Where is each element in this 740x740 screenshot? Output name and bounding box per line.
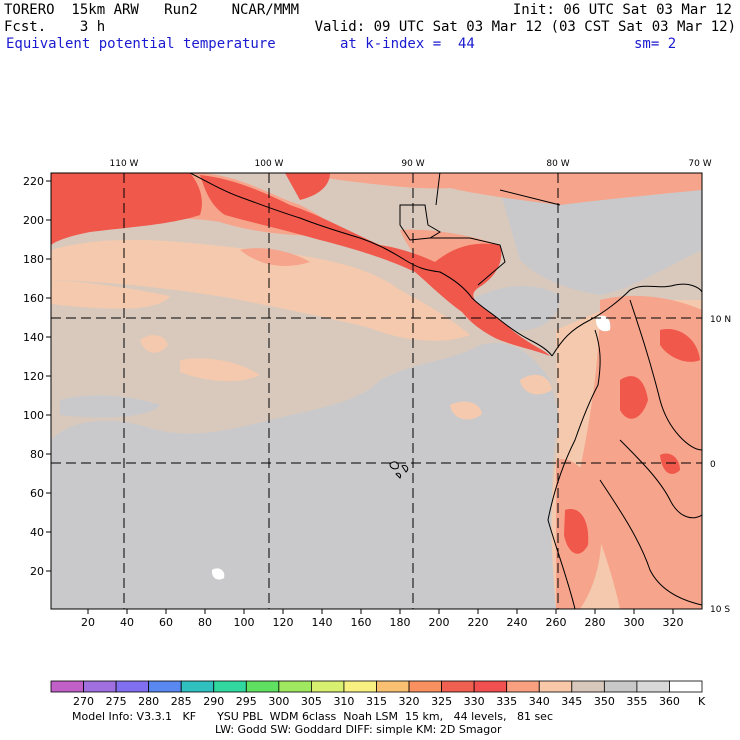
forecast-hour: Fcst. 3 h xyxy=(4,19,106,35)
y-tick-label: 60 xyxy=(30,487,44,500)
x-tick-label: 120 xyxy=(273,616,294,629)
physics-info-line: LW: Godd SW: Goddard DIFF: simple KM: 2D… xyxy=(215,723,502,736)
coastlines xyxy=(189,173,702,609)
colorbar-level-label: 320 xyxy=(399,695,420,708)
y-tick-label: 180 xyxy=(23,253,44,266)
colorbar-swatch xyxy=(310,680,345,693)
y-tick-label: 160 xyxy=(23,292,44,305)
colorbar-swatch xyxy=(571,680,605,693)
y-tick-label: 140 xyxy=(23,331,44,344)
colorbar-swatch xyxy=(636,680,670,693)
colorbar-level-label: 280 xyxy=(138,695,159,708)
y-tick-label: 220 xyxy=(23,175,44,188)
colorbar-level-label: 340 xyxy=(529,695,550,708)
valid-time: Valid: 09 UTC Sat 03 Mar 12 (03 CST Sat … xyxy=(314,19,736,35)
x-tick-label: 80 xyxy=(198,616,212,629)
longitude-label: 110 W xyxy=(110,159,139,169)
colorbar-swatch xyxy=(473,680,508,693)
x-tick-label: 180 xyxy=(390,616,411,629)
colorbar-level-label: 290 xyxy=(203,695,224,708)
x-tick-label: 40 xyxy=(120,616,134,629)
colorbar-swatch xyxy=(603,680,638,693)
colorbar-level-label: 355 xyxy=(626,695,647,708)
latitude-label: 10 S xyxy=(710,605,730,615)
colorbar-level-label: 325 xyxy=(431,695,452,708)
x-tick-label: 160 xyxy=(351,616,372,629)
longitude-label: 100 W xyxy=(255,159,284,169)
colorbar: 270 275 280 285 290 295 300 305 310 315 320 325 330 3… xyxy=(50,680,706,708)
colorbar-swatch xyxy=(245,680,280,693)
colorbar-swatch xyxy=(376,680,410,693)
colorbar-swatch xyxy=(83,680,117,693)
x-tick-label: 240 xyxy=(507,616,528,629)
y-tick-label: 120 xyxy=(23,370,44,383)
colorbar-level-label: 310 xyxy=(333,695,354,708)
x-tick-label: 320 xyxy=(663,616,684,629)
colorbar-swatch xyxy=(148,680,182,693)
colorbar-swatch xyxy=(343,680,377,693)
y-axis: 220 200 180 160 140 120 100 80 60 40 20 xyxy=(23,175,51,578)
colorbar-swatch xyxy=(213,680,247,693)
colorbar-level-label: 315 xyxy=(366,695,387,708)
colorbar-level-label: 330 xyxy=(464,695,485,708)
hot-red-regions xyxy=(51,173,700,554)
latitude-labels: 10 N 0 10 S xyxy=(710,315,731,615)
y-tick-label: 80 xyxy=(30,448,44,461)
longitude-label: 80 W xyxy=(546,159,569,169)
x-tick-label: 60 xyxy=(159,616,173,629)
level-info: at k-index = 44 xyxy=(340,36,475,52)
x-tick-label: 300 xyxy=(624,616,645,629)
y-tick-label: 100 xyxy=(23,409,44,422)
x-axis: 20 40 60 80 100 120 140 160 180 200 220 240 260 280 30… xyxy=(81,609,684,629)
x-tick-label: 200 xyxy=(429,616,450,629)
longitude-labels: 110 W 100 W 90 W 80 W 70 W xyxy=(110,159,712,169)
colorbar-swatch xyxy=(408,680,442,693)
model-info-line: Model Info: V3.3.1 KF YSU PBL WDM 6class… xyxy=(72,710,553,723)
colorbar-level-label: 270 xyxy=(73,695,94,708)
map-frame xyxy=(50,172,703,610)
colorbar-level-label: 295 xyxy=(236,695,257,708)
y-tick-label: 40 xyxy=(30,526,44,539)
graticule xyxy=(51,173,702,609)
colorbar-swatch xyxy=(669,680,703,693)
colorbar-level-label: 305 xyxy=(301,695,322,708)
x-tick-label: 100 xyxy=(234,616,255,629)
colorbar-swatch xyxy=(278,680,312,693)
x-tick-label: 280 xyxy=(585,616,606,629)
colorbar-unit: K xyxy=(698,695,706,708)
model-title: TORERO 15km ARW Run2 NCAR/MMM xyxy=(4,2,300,18)
colorbar-level-label: 345 xyxy=(561,695,582,708)
longitude-label: 70 W xyxy=(688,159,711,169)
init-time: Init: 06 UTC Sat 03 Mar 12 xyxy=(512,2,732,18)
y-tick-label: 20 xyxy=(30,565,44,578)
cool-grey-regions xyxy=(51,182,702,609)
x-tick-label: 260 xyxy=(546,616,567,629)
colorbar-swatch xyxy=(180,680,215,693)
colorbar-swatch xyxy=(50,680,84,693)
colorbar-level-label: 300 xyxy=(268,695,289,708)
colorbar-level-label: 285 xyxy=(171,695,192,708)
colorbar-swatch xyxy=(538,680,573,693)
white-patches xyxy=(211,315,611,580)
x-tick-label: 20 xyxy=(81,616,95,629)
field-name: Equivalent potential temperature xyxy=(6,36,276,52)
colorbar-level-label: 350 xyxy=(594,695,615,708)
colorbar-level-label: 275 xyxy=(106,695,127,708)
x-tick-label: 220 xyxy=(468,616,489,629)
colorbar-swatch xyxy=(441,680,475,693)
colorbar-level-label: 360 xyxy=(659,695,680,708)
x-tick-label: 140 xyxy=(312,616,333,629)
longitude-label: 90 W xyxy=(401,159,424,169)
latitude-label: 10 N xyxy=(710,315,731,325)
latitude-label: 0 xyxy=(710,460,716,470)
colorbar-swatch xyxy=(115,680,150,693)
colorbar-swatch xyxy=(506,680,540,693)
colorbar-level-label: 335 xyxy=(496,695,517,708)
smoothing-info: sm= 2 xyxy=(634,36,677,52)
y-tick-label: 200 xyxy=(23,214,44,227)
